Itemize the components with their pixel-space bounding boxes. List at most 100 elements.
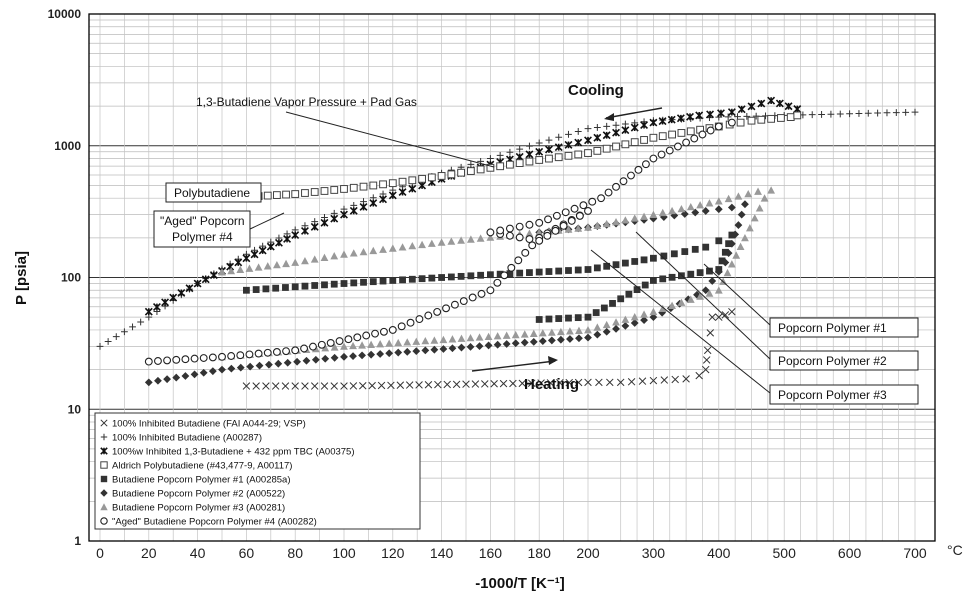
data-point-fill [564, 140, 573, 149]
data-point [487, 271, 494, 279]
data-point-fill [696, 292, 705, 300]
data-point-fill [484, 332, 493, 341]
y-tick-label: 1 [74, 534, 81, 548]
data-point-fill [405, 381, 414, 389]
data-point-fill [516, 145, 524, 153]
data-point-fill [377, 381, 386, 390]
data-point-fill [181, 355, 190, 364]
data-point-fill [302, 356, 311, 365]
data-point [649, 133, 658, 142]
legend-marker [100, 447, 108, 455]
data-point-fill [520, 330, 529, 338]
data-point-fill [593, 323, 602, 331]
data-point-fill [687, 270, 695, 278]
data-point-fill [698, 130, 707, 139]
data-point-fill [515, 152, 524, 161]
x-unit-label: °C [947, 542, 963, 558]
data-point-fill [505, 224, 514, 233]
data-point-fill [397, 322, 406, 331]
data-point-fill [301, 256, 309, 265]
data-point [340, 280, 348, 287]
data-point-fill [452, 380, 461, 389]
data-point-fill [579, 201, 588, 210]
data-point [650, 277, 657, 284]
data-point-fill [757, 115, 766, 124]
data-point-fill [525, 150, 534, 159]
legend-label: Butadiene Popcorn Polymer #1 (A00285a) [112, 475, 291, 486]
data-point-fill [500, 271, 509, 280]
data-point-fill [457, 168, 466, 177]
data-point-fill [808, 111, 816, 119]
data-point [218, 365, 226, 374]
data-point-fill [554, 153, 563, 162]
data-point-fill [447, 273, 455, 281]
data-point-fill [621, 140, 630, 149]
data-point-fill [676, 114, 685, 123]
data-point [695, 371, 703, 380]
data-point [486, 286, 495, 295]
data-point-fill [368, 381, 376, 390]
annotation-box-polybutadiene [165, 182, 262, 203]
legend-label: 100%w Inhibited 1,3-Butadiene + 432 ppm … [112, 447, 355, 458]
data-point-fill [320, 253, 329, 261]
data-point [649, 154, 658, 163]
data-point-fill [326, 338, 335, 347]
data-point-fill [544, 215, 552, 224]
data-point [535, 218, 544, 227]
data-point-fill [301, 382, 309, 390]
data-point-fill [525, 229, 534, 237]
data-point [786, 113, 795, 121]
data-point-fill [818, 111, 825, 118]
data-point-fill [529, 337, 538, 346]
data-point [144, 307, 153, 316]
data-point [242, 382, 251, 390]
data-point-fill [317, 340, 326, 349]
data-point-fill [621, 259, 629, 267]
data-point [701, 286, 710, 295]
data-point-fill [784, 102, 793, 111]
annotation-box-pp1 [769, 317, 919, 338]
data-point-fill [609, 299, 616, 307]
cooling-arrowhead [604, 113, 614, 121]
series-1 [242, 307, 736, 390]
data-point-fill [515, 159, 524, 168]
data-point-fill [545, 268, 553, 275]
series-8 [144, 118, 736, 366]
data-point-fill [640, 136, 648, 144]
data-point-fill [236, 351, 245, 360]
data-point-fill [349, 249, 358, 257]
data-point-fill [163, 375, 171, 384]
data-point-fill [673, 142, 682, 151]
data-point-fill [349, 341, 357, 350]
data-point-fill [263, 191, 272, 200]
legend-marker [100, 461, 108, 469]
data-point-fill [892, 109, 900, 116]
data-point [584, 266, 592, 273]
data-point-fill [274, 238, 283, 247]
x-tick-label: 200 [576, 545, 600, 561]
legend-label: "Aged" Butadiene Popcorn Polymer #4 (A00… [112, 517, 317, 528]
data-point-fill [755, 204, 764, 212]
data-point-fill [565, 378, 573, 387]
data-point-fill [476, 234, 485, 242]
data-point-fill [727, 239, 736, 248]
data-point-fill [467, 160, 475, 168]
data-point-fill [271, 382, 280, 390]
data-point [793, 111, 802, 120]
data-point-fill [172, 355, 181, 364]
data-point-fill [612, 218, 620, 226]
x-tick-label: 0 [96, 545, 104, 561]
data-point-fill [612, 318, 620, 326]
data-point-fill [538, 329, 547, 337]
data-point-fill [490, 380, 498, 388]
data-point-fill [379, 195, 388, 204]
data-point-fill [506, 270, 514, 278]
data-point-fill [496, 270, 504, 278]
data-point-fill [505, 231, 514, 240]
data-point-fill [199, 368, 208, 377]
data-point-fill [723, 268, 732, 277]
data-point-fill [686, 127, 695, 136]
data-point-fill [686, 203, 695, 211]
data-point-fill [250, 250, 259, 259]
annotation-pp3: Popcorn Polymer #3 [778, 388, 887, 402]
